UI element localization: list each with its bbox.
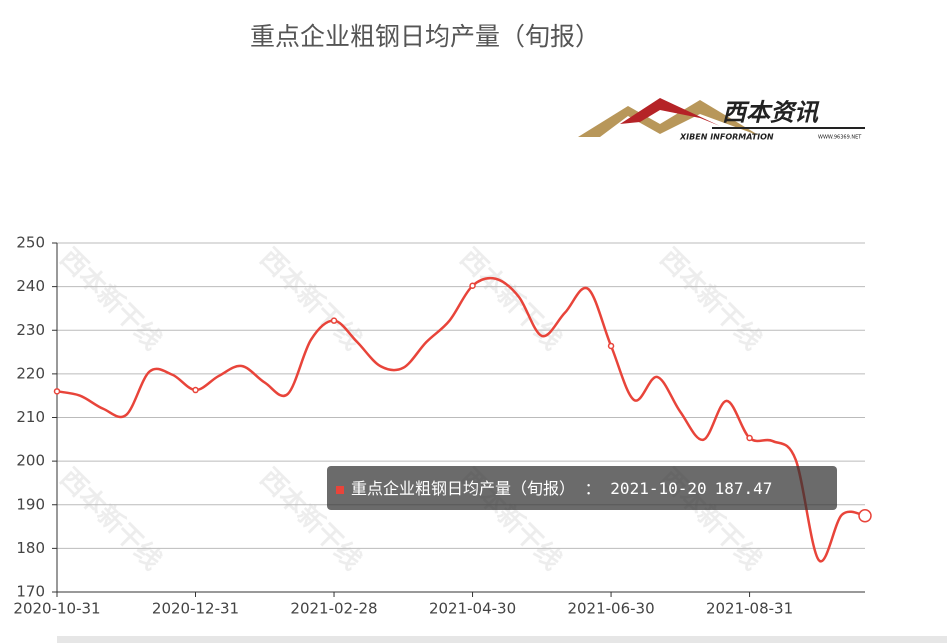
point	[192, 386, 199, 394]
tooltip-series: 重点企业粗钢日均产量（旬报）	[351, 479, 575, 498]
x-tick-label: 2021-08-31	[706, 600, 793, 618]
chart-title: 重点企业粗钢日均产量（旬报）	[250, 22, 600, 51]
x-tick-label: 2021-02-28	[290, 600, 377, 618]
logo: 西本资讯 XIBEN INFORMATION WWW.96369.NET	[578, 98, 865, 142]
y-tick-label: 200	[16, 452, 45, 470]
point	[746, 434, 753, 442]
y-tick-label: 250	[16, 234, 45, 252]
point	[53, 388, 61, 395]
tooltip-value: 187.47	[715, 479, 773, 498]
logo-site: WWW.96369.NET	[818, 135, 862, 141]
scrollbar	[57, 636, 947, 643]
point	[469, 282, 476, 290]
tooltip-marker	[336, 486, 344, 494]
y-tick-label: 220	[16, 364, 45, 382]
point	[858, 509, 872, 523]
tooltip-text: 重点企业粗钢日均产量（旬报） ： 2021-10-20 187.47	[351, 479, 772, 498]
x-tick-label: 2020-10-31	[13, 600, 100, 618]
tooltip: 重点企业粗钢日均产量（旬报） ： 2021-10-20 187.47	[327, 466, 837, 510]
logo-shape-gold	[578, 100, 760, 137]
watermark: 西本新干线	[454, 242, 568, 356]
watermark: 西本新干线	[54, 462, 168, 576]
y-tick-label: 190	[16, 495, 45, 513]
y-tick-label: 180	[16, 539, 45, 557]
y-tick-label: 240	[16, 277, 45, 295]
y-tick-label: 230	[16, 321, 45, 339]
logo-name: 西本资讯	[722, 98, 820, 127]
logo-subtitle: XIBEN INFORMATION	[679, 133, 774, 142]
watermark: 西本新干线	[654, 242, 768, 356]
point	[330, 317, 338, 324]
x-tick-label: 2020-12-31	[152, 600, 239, 618]
tooltip-separator: ：	[575, 479, 610, 498]
y-tick-label: 170	[16, 583, 45, 601]
x-tick-label: 2021-04-30	[429, 600, 516, 618]
y-tick-label: 210	[16, 408, 45, 426]
watermark: 西本新干线	[54, 242, 168, 356]
logo-shape-red	[620, 98, 720, 126]
x-tick-label: 2021-06-30	[567, 600, 654, 618]
point	[607, 342, 615, 350]
tooltip-box	[327, 466, 837, 510]
tooltip-date: 2021-10-20	[610, 479, 706, 498]
